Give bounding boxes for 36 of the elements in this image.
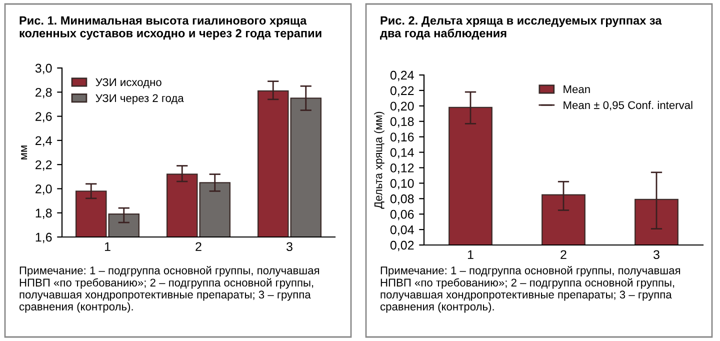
y-tick-label: 0,10 bbox=[390, 178, 414, 190]
y-tick-label: 0,18 bbox=[390, 117, 414, 128]
y-tick-label: 2,4 bbox=[36, 136, 52, 147]
y-tick-label: 0,16 bbox=[390, 132, 414, 143]
text: Примечание: 1 – подгруппа основной группы, получавшая НПВП «по требованию»; 2 – подгруппа основной группы, получавшая хондропротективные препараты; 3 – группа сравнения (контроль). bbox=[380, 266, 680, 313]
x-tick-label: 2 bbox=[196, 242, 202, 251]
chart-title: Рис. 2. Дельта хряща в исследуемых группах за два года наблюдения bbox=[380, 16, 662, 40]
y-tick-label: 0,12 bbox=[390, 164, 414, 174]
y-axis-title: Дельта хряща (мм) bbox=[374, 112, 384, 209]
y-tick-label: 0,24 bbox=[390, 70, 414, 82]
x-tick-label: 1 bbox=[104, 242, 110, 251]
legend-label: Mean bbox=[564, 85, 590, 94]
y-tick-label: 0,02 bbox=[390, 240, 414, 252]
y-tick-label: 1,8 bbox=[36, 208, 52, 219]
text: Примечание: 1 – подгруппа основной группы, получавшая НПВП «по требованию»; 2 – подгруппа основной группы, получавшая хондропротективные препараты; 3 – группа сравнения (контроль). bbox=[19, 266, 320, 313]
legend-label: УЗИ через 2 года bbox=[96, 94, 184, 104]
annotation: Mean ± 0,95 Conf. interval bbox=[564, 100, 692, 110]
x-tick-label: 3 bbox=[654, 250, 660, 260]
y-tick-label: 0,14 bbox=[390, 148, 414, 158]
y-tick-label: 0,08 bbox=[390, 194, 414, 205]
y-tick-label: 0,06 bbox=[390, 210, 414, 220]
y-tick-label: 2,6 bbox=[36, 112, 52, 122]
x-tick-label: 1 bbox=[468, 250, 474, 259]
y-tick-label: 2,2 bbox=[36, 160, 52, 171]
y-tick-label: 2,8 bbox=[36, 88, 52, 98]
y-tick-label: 0,22 bbox=[390, 86, 414, 97]
x-tick-label: 3 bbox=[286, 242, 292, 252]
y-tick-label: 0,04 bbox=[390, 225, 414, 236]
y-tick-label: 2,0 bbox=[36, 184, 52, 195]
legend-label: УЗИ исходно bbox=[96, 78, 162, 88]
x-tick-label: 2 bbox=[560, 250, 566, 259]
y-axis-title: мм bbox=[21, 146, 28, 160]
y-tick-label: 0,20 bbox=[390, 102, 414, 112]
y-tick-label: 3,0 bbox=[35, 64, 52, 74]
y-tick-label: 1,6 bbox=[36, 232, 52, 244]
chart-title: Рис. 1. Минимальная высота гиалинового хряща коленных суставов исходно и через 2 года терапии bbox=[20, 16, 322, 40]
